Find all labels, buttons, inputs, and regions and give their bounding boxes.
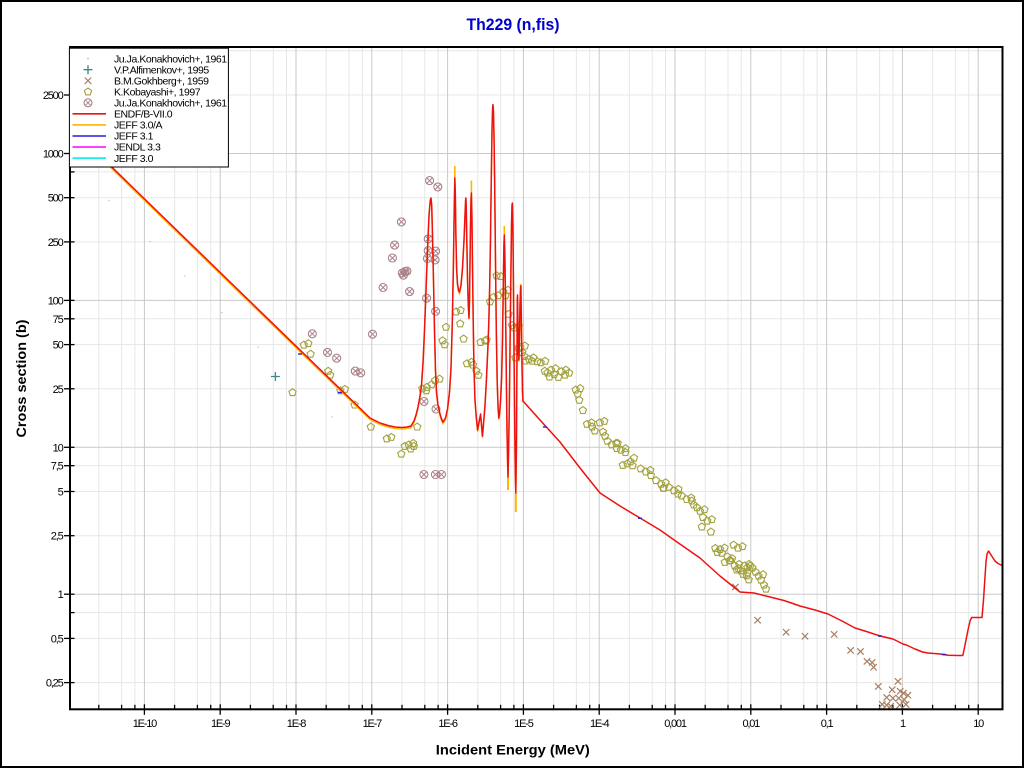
svg-text:1E-5: 1E-5 xyxy=(514,718,534,730)
svg-text:1E-6: 1E-6 xyxy=(438,718,458,730)
svg-text:1: 1 xyxy=(58,589,64,601)
svg-text:1E-8: 1E-8 xyxy=(287,718,307,730)
svg-text:JEFF 3.0: JEFF 3.0 xyxy=(114,153,154,165)
svg-text:0,001: 0,001 xyxy=(664,718,687,730)
svg-text:2,5: 2,5 xyxy=(51,531,64,543)
svg-text:0,5: 0,5 xyxy=(51,633,64,645)
svg-text:25: 25 xyxy=(53,384,64,396)
svg-text:ENDF/B-VII.0: ENDF/B-VII.0 xyxy=(114,109,173,121)
svg-text:Th229 (n,fis): Th229 (n,fis) xyxy=(467,15,560,34)
svg-text:100: 100 xyxy=(48,295,64,307)
svg-text:Ju.Ja.Konakhovich+, 1961: Ju.Ja.Konakhovich+, 1961 xyxy=(114,53,227,65)
svg-text:K.Kobayashi+, 1997: K.Kobayashi+, 1997 xyxy=(114,87,201,99)
svg-text:0,01: 0,01 xyxy=(742,718,760,730)
svg-text:V.P.Alfimenkov+, 1995: V.P.Alfimenkov+, 1995 xyxy=(114,64,209,76)
svg-text:1000: 1000 xyxy=(43,149,64,161)
svg-text:5: 5 xyxy=(58,487,64,499)
svg-text:50: 50 xyxy=(53,340,64,352)
svg-text:10: 10 xyxy=(53,442,64,454)
svg-text:1E-10: 1E-10 xyxy=(133,718,157,730)
svg-text:1E-9: 1E-9 xyxy=(211,718,231,730)
svg-text:JENDL 3.3: JENDL 3.3 xyxy=(114,142,161,154)
svg-text:500: 500 xyxy=(48,193,64,205)
svg-text:JEFF 3.0/A: JEFF 3.0/A xyxy=(114,120,162,132)
svg-text:1: 1 xyxy=(900,718,906,730)
svg-text:Incident Energy (MeV): Incident Energy (MeV) xyxy=(436,742,590,758)
svg-text:JEFF 3.1: JEFF 3.1 xyxy=(114,131,154,143)
svg-text:250: 250 xyxy=(48,237,64,249)
svg-text:0,1: 0,1 xyxy=(821,718,834,730)
svg-text:0,25: 0,25 xyxy=(46,678,64,690)
svg-text:7,5: 7,5 xyxy=(51,461,64,473)
svg-text:10: 10 xyxy=(973,718,984,730)
svg-text:Ju.Ja.Konakhovich+, 1961: Ju.Ja.Konakhovich+, 1961 xyxy=(114,98,227,110)
svg-text:75: 75 xyxy=(53,314,64,326)
svg-text:Cross section (b): Cross section (b) xyxy=(13,320,29,438)
svg-text:1E-7: 1E-7 xyxy=(363,718,383,730)
svg-text:1E-4: 1E-4 xyxy=(590,718,610,730)
svg-text:2500: 2500 xyxy=(43,90,64,102)
svg-text:B.M.Gokhberg+, 1959: B.M.Gokhberg+, 1959 xyxy=(114,75,209,87)
